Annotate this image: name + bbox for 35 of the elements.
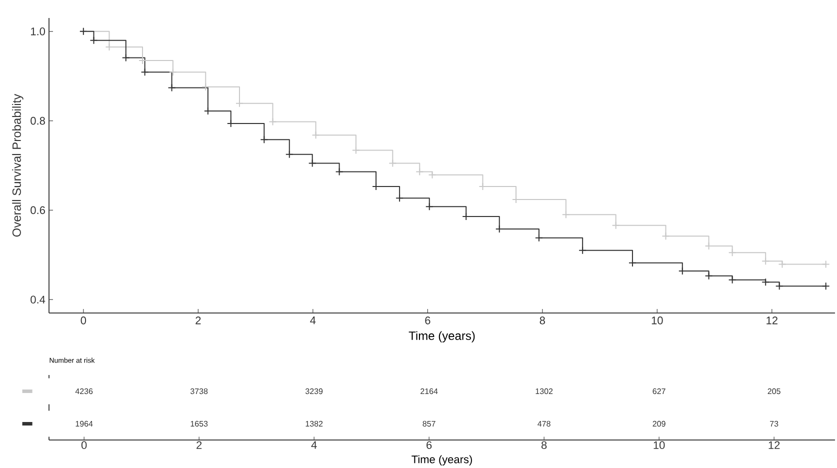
data-label: 1382: [306, 420, 323, 427]
data-label: 627: [652, 388, 666, 394]
data-label: 205: [768, 388, 780, 394]
y-tick-label: 0.8: [30, 116, 45, 125]
x-tick-label: 0: [80, 316, 86, 324]
x-tick-label: 4: [310, 316, 316, 324]
y-tick-label: 0.6: [30, 206, 45, 214]
y-tick-label: 1.0: [31, 28, 46, 36]
y-axis-title: Overall Survival Probability: [12, 94, 24, 237]
x-tick-label: 10: [654, 441, 665, 449]
data-label: 1653: [190, 420, 208, 427]
x-tick-label: 4: [311, 441, 317, 449]
data-label: 209: [652, 420, 666, 427]
data-label: 3738: [190, 388, 208, 394]
x-tick-label: 2: [196, 316, 201, 324]
y-tick-label: 0.4: [30, 296, 46, 304]
x-tick-label: 10: [652, 316, 663, 324]
x-axis-title: Time (years): [408, 331, 475, 342]
data-label: 73: [770, 420, 778, 427]
x-axis-title: Time (years): [412, 455, 472, 466]
data-label: 2164: [420, 388, 438, 394]
x-tick-label: 6: [425, 316, 430, 324]
x-tick-label: 2: [196, 441, 202, 449]
x-tick-label: 6: [426, 441, 432, 449]
x-tick-label: 8: [541, 441, 547, 449]
x-tick-label: 0: [81, 441, 87, 449]
data-label: 478: [538, 420, 550, 427]
data-label: 1302: [536, 388, 553, 394]
x-tick-label: 12: [768, 441, 780, 449]
data-label: 857: [422, 420, 436, 427]
x-tick-label: 8: [540, 316, 545, 324]
data-label: 3239: [305, 388, 323, 394]
data-label: 4236: [75, 388, 93, 394]
data-label: 1964: [76, 420, 93, 427]
x-tick-label: 12: [766, 316, 778, 324]
